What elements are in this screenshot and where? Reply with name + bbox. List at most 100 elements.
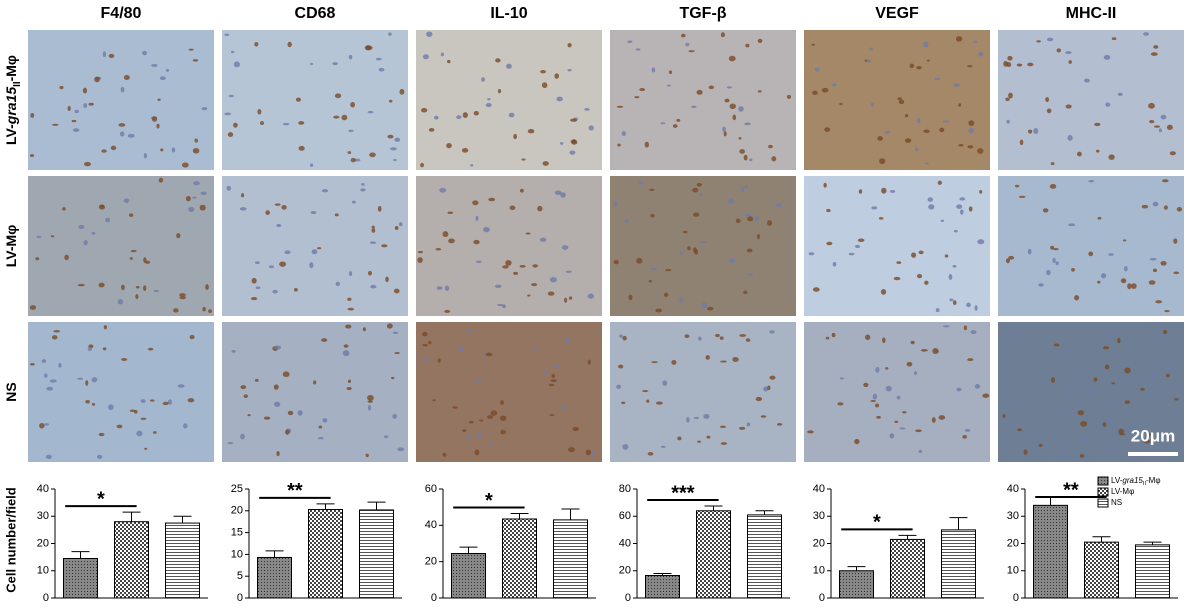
cell xyxy=(1027,62,1034,67)
micrograph xyxy=(998,176,1184,316)
cell xyxy=(667,84,671,87)
cell xyxy=(726,86,733,89)
cell xyxy=(935,308,940,313)
cell xyxy=(926,59,930,62)
cell xyxy=(865,60,872,63)
cell xyxy=(916,65,922,70)
cell xyxy=(952,264,957,268)
cell xyxy=(428,128,435,132)
cell xyxy=(1031,371,1037,375)
cell xyxy=(505,260,512,266)
cell xyxy=(1033,128,1039,134)
y-tick-label: 0 xyxy=(819,592,825,604)
cell xyxy=(123,198,130,204)
cell xyxy=(240,385,247,390)
cell xyxy=(870,399,876,402)
cell xyxy=(743,290,748,295)
cell xyxy=(916,273,923,279)
cell xyxy=(458,346,464,352)
cell xyxy=(147,347,154,351)
cell xyxy=(549,276,557,283)
y-tick-label: 40 xyxy=(1007,483,1019,495)
cell xyxy=(896,261,902,264)
cell xyxy=(1061,453,1067,459)
cell xyxy=(1160,114,1167,120)
cell xyxy=(1104,364,1110,370)
cell xyxy=(287,41,292,48)
cell xyxy=(35,257,40,261)
cell xyxy=(1153,45,1159,49)
cell xyxy=(967,145,974,149)
cell xyxy=(1094,122,1101,127)
bar xyxy=(890,538,925,599)
significance-label: * xyxy=(485,490,493,512)
cell xyxy=(693,416,700,419)
cell xyxy=(665,268,672,272)
cell xyxy=(551,374,556,378)
cell xyxy=(720,442,728,445)
cell xyxy=(140,399,146,403)
label-part: LV- xyxy=(3,124,19,145)
cell xyxy=(230,50,235,54)
cell xyxy=(879,158,886,165)
cell xyxy=(297,410,303,416)
cell xyxy=(157,98,161,101)
y-tick-label: 20 xyxy=(425,556,437,568)
cell xyxy=(127,133,135,138)
cell xyxy=(343,344,349,348)
cell xyxy=(105,217,111,223)
cell xyxy=(587,293,595,299)
cell xyxy=(897,97,902,101)
cell xyxy=(227,441,234,445)
cell xyxy=(953,83,960,87)
cell xyxy=(321,189,329,193)
cell xyxy=(728,55,736,62)
cell xyxy=(322,418,328,423)
cell xyxy=(719,336,724,340)
cell xyxy=(485,103,492,108)
y-tick-label: 0 xyxy=(1013,592,1019,604)
y-tick-label: 40 xyxy=(619,537,631,549)
label-part: -Mφ xyxy=(3,55,19,81)
cell xyxy=(688,50,695,53)
cell xyxy=(260,121,264,126)
cell xyxy=(624,219,629,224)
y-tick-label: 30 xyxy=(37,510,49,522)
cell xyxy=(587,359,591,365)
cell xyxy=(310,211,317,215)
cell xyxy=(1103,346,1110,350)
cell xyxy=(192,196,197,199)
y-tick-label: 10 xyxy=(231,548,243,560)
cell xyxy=(720,32,726,38)
label-part: -Mφ xyxy=(1146,476,1161,485)
cell xyxy=(692,247,697,253)
cell xyxy=(1067,135,1073,141)
cell xyxy=(915,429,922,433)
micrograph xyxy=(28,30,214,170)
cell xyxy=(151,116,158,122)
cell xyxy=(58,362,62,368)
y-tick-label: 20 xyxy=(1007,537,1019,549)
cell xyxy=(684,334,690,338)
cell xyxy=(348,129,354,133)
cell xyxy=(685,42,690,47)
cell xyxy=(938,415,946,420)
cell xyxy=(701,302,708,309)
cell xyxy=(1074,295,1080,301)
cell xyxy=(909,63,915,69)
cell xyxy=(651,361,658,364)
cell xyxy=(839,377,845,380)
cell xyxy=(500,429,506,435)
micrograph xyxy=(804,30,990,170)
cell xyxy=(1162,329,1168,335)
cell xyxy=(831,332,836,338)
bar xyxy=(114,521,149,599)
cell xyxy=(129,257,133,260)
label-part: II xyxy=(12,81,23,87)
cell xyxy=(1093,377,1098,382)
cell xyxy=(481,77,485,82)
cell xyxy=(1130,283,1137,289)
cell xyxy=(513,271,519,275)
cell xyxy=(964,428,971,432)
cell xyxy=(857,238,865,243)
